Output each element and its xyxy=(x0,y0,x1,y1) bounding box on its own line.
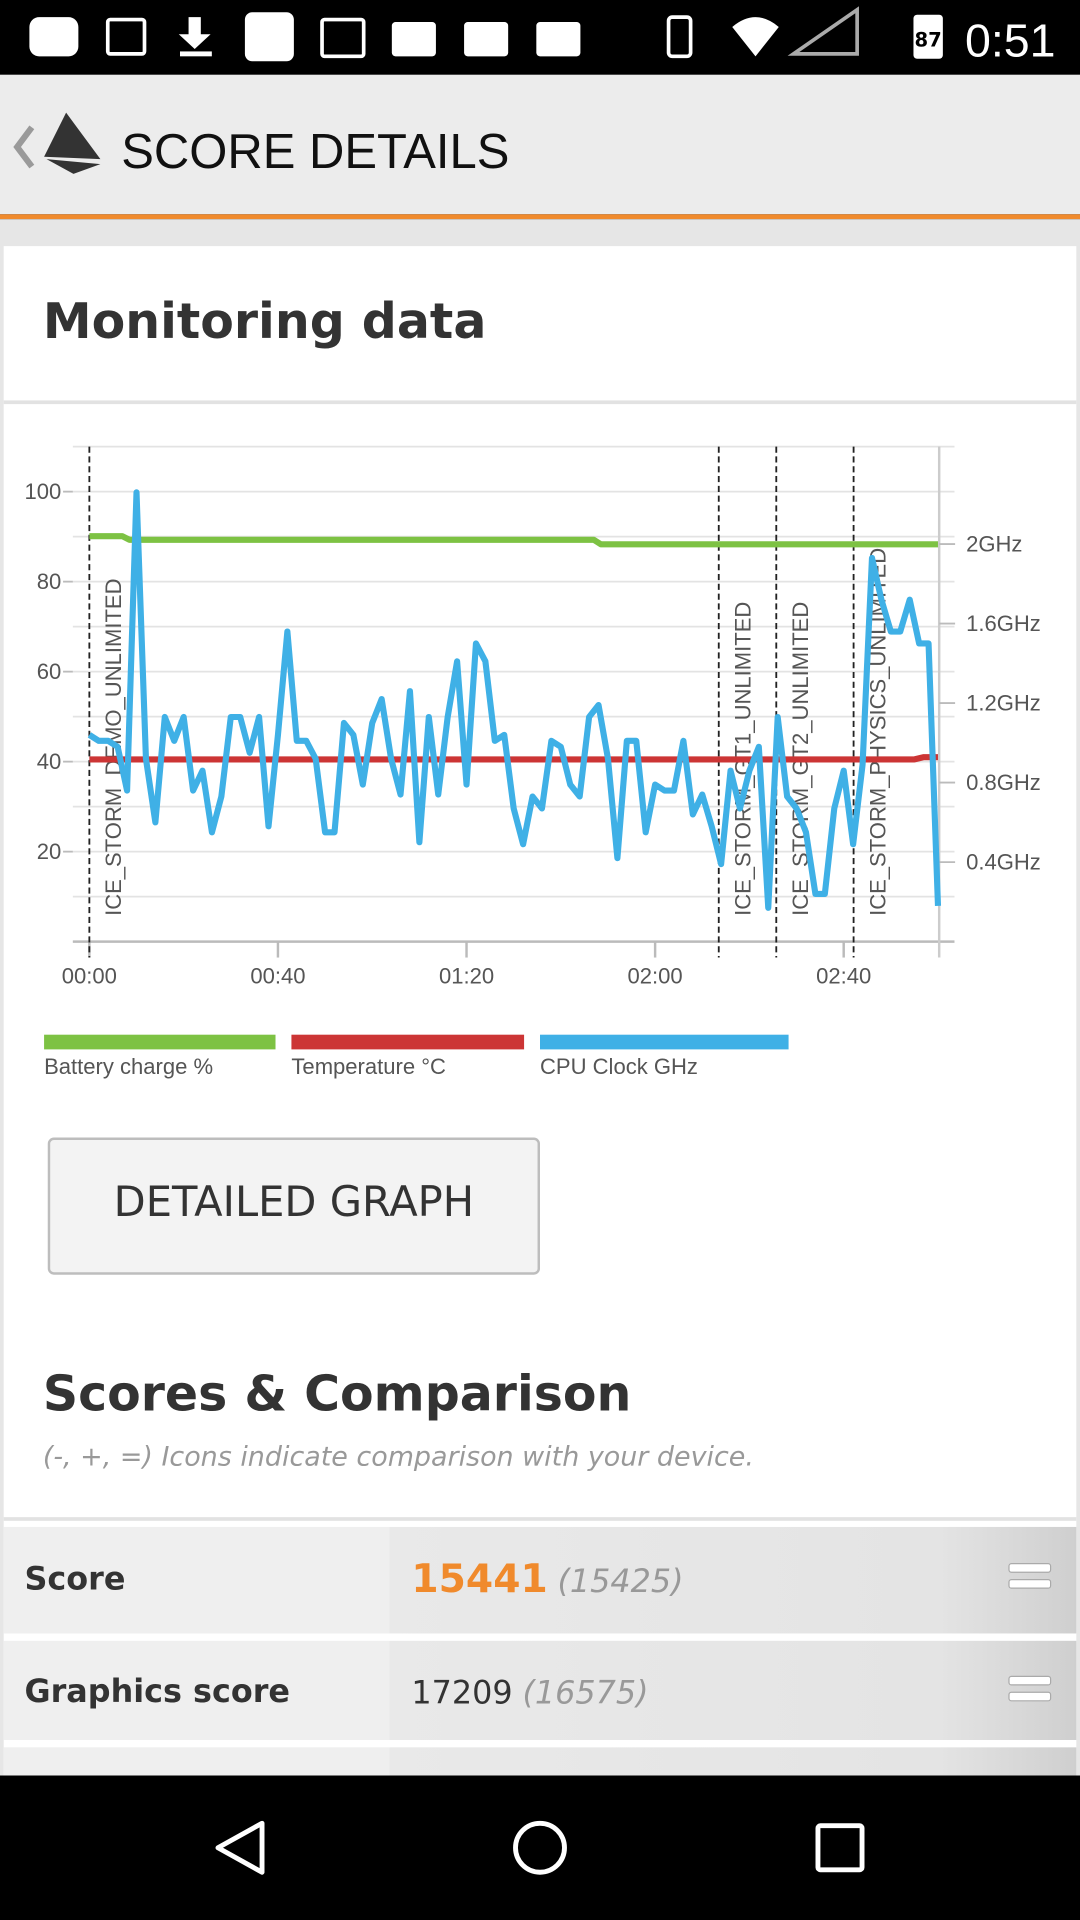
series-line xyxy=(89,533,938,548)
comparison-value: (15425) xyxy=(558,1562,684,1600)
equal-icon xyxy=(1008,1675,1052,1702)
detailed-graph-button[interactable] xyxy=(47,1137,540,1275)
row-value: 17209 (16575) xyxy=(411,1673,648,1711)
clock: 0:51 xyxy=(965,14,1056,66)
divider xyxy=(3,1517,1077,1521)
y2-tick-label: 1.2GHz xyxy=(966,690,1041,715)
y-tick-label: 80 xyxy=(37,569,62,594)
y-tick-label: 40 xyxy=(37,749,62,774)
button-label: DETAILED GRAPH xyxy=(114,1177,474,1226)
row-value: 15441 (15425) xyxy=(411,1557,683,1602)
monitoring-chart: 20 40 60 80 100 00:00 00:40 01:20 02:00 02:40 2GHz… xyxy=(24,445,1041,1079)
app-bar-accent xyxy=(0,214,1080,220)
nav-home[interactable] xyxy=(513,1820,567,1875)
x-tick-label: 00:40 xyxy=(250,963,305,988)
series-line xyxy=(89,754,938,763)
back-button[interactable] xyxy=(13,125,35,169)
row-label: Score xyxy=(24,1559,125,1597)
nav-recents[interactable] xyxy=(815,1823,865,1873)
app-bar xyxy=(0,74,1080,215)
y-tick-label: 20 xyxy=(37,839,62,864)
legend-label: Temperature °C xyxy=(291,1054,446,1079)
y-tick-label: 100 xyxy=(24,479,61,504)
comparison-value: (16575) xyxy=(522,1673,648,1711)
screen-title: SCORE DETAILS xyxy=(121,125,509,179)
row-value-cell xyxy=(389,1526,1077,1634)
row-label-cell xyxy=(3,1640,390,1740)
row-label-cell xyxy=(3,1747,390,1776)
y2-tick-label: 0.8GHz xyxy=(966,770,1041,795)
legend-swatch xyxy=(291,1034,525,1050)
equal-icon xyxy=(1008,1563,1052,1589)
section-subtitle: (-, +, =) Icons indicate comparison with… xyxy=(43,1442,754,1473)
divider xyxy=(3,400,1077,405)
legend-swatch xyxy=(44,1034,276,1050)
section-title: Monitoring data xyxy=(43,293,487,350)
y-tick-label: 60 xyxy=(37,659,62,684)
row-label: Graphics score xyxy=(24,1672,290,1710)
row-value-cell xyxy=(389,1747,1077,1776)
x-tick-label: 02:00 xyxy=(628,963,683,988)
score-value: 15441 xyxy=(411,1557,547,1602)
nav-back[interactable] xyxy=(215,1820,265,1875)
row-label-cell xyxy=(3,1526,390,1634)
battery-level: 87 xyxy=(915,29,942,52)
x-tick-label: 00:00 xyxy=(62,963,117,988)
y2-tick-label: 1.6GHz xyxy=(966,611,1041,636)
nav-bar xyxy=(0,1775,1080,1920)
status-icons xyxy=(29,6,943,62)
section-title: Scores & Comparison xyxy=(43,1366,632,1423)
x-tick-label: 02:40 xyxy=(816,963,871,988)
y2-tick-label: 0.4GHz xyxy=(966,849,1041,874)
series-line xyxy=(87,489,942,911)
legend-label: CPU Clock GHz xyxy=(540,1054,698,1079)
row-value-cell xyxy=(389,1640,1077,1740)
score-value: 17209 xyxy=(411,1673,512,1711)
y2-tick-label: 2GHz xyxy=(966,531,1022,556)
legend-swatch xyxy=(540,1034,789,1050)
legend-label: Battery charge % xyxy=(44,1054,213,1079)
x-tick-label: 01:20 xyxy=(439,963,494,988)
app-logo xyxy=(44,112,101,174)
